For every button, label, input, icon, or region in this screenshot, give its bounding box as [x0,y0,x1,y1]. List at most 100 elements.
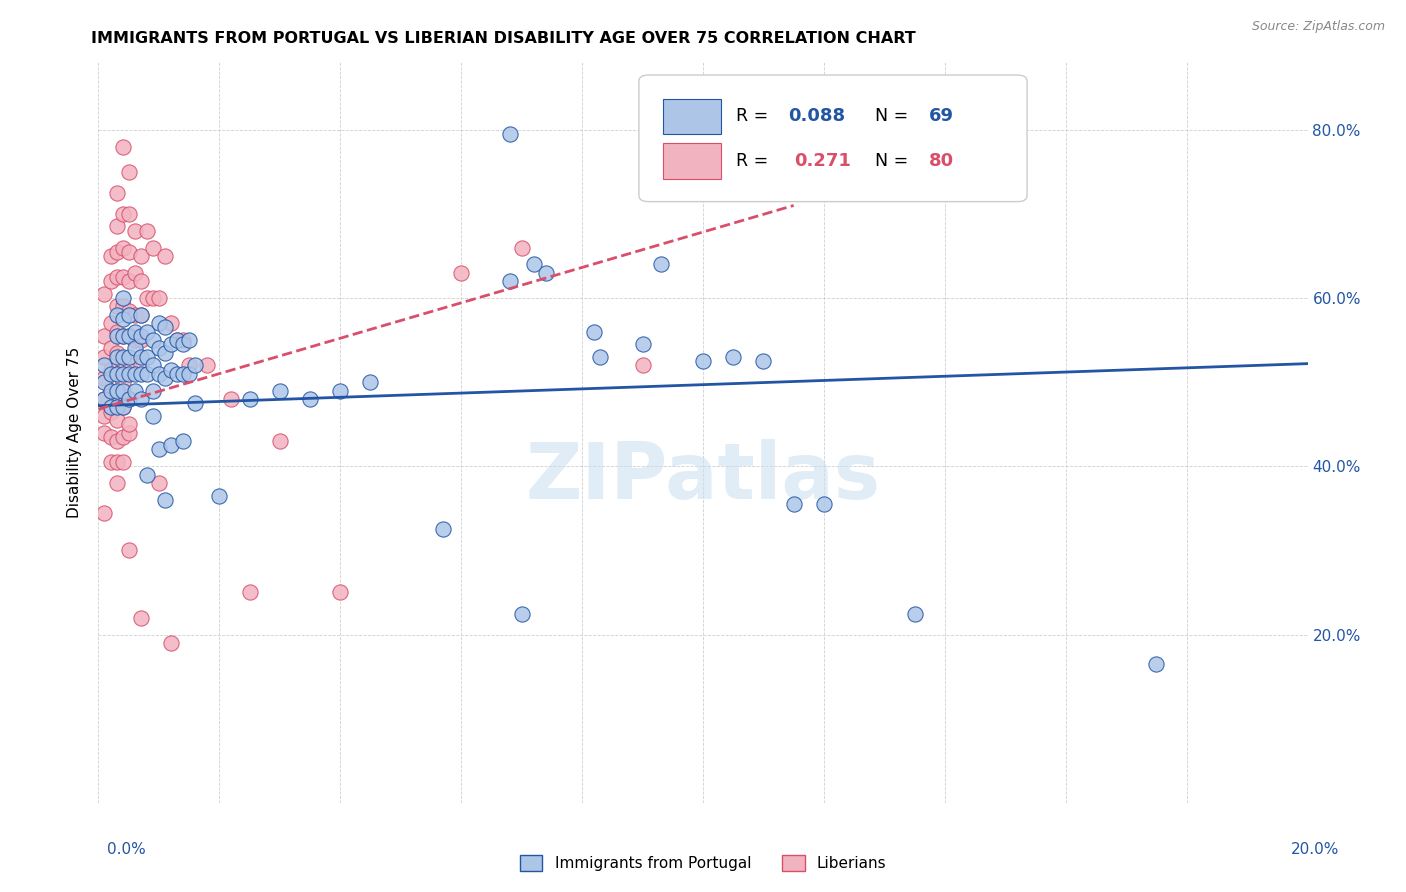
Point [166,333,188,347]
FancyBboxPatch shape [664,99,721,135]
Point [118,165,141,179]
Point [111,300,134,314]
Point [105,384,128,398]
Point [105,367,128,381]
Point [269,434,291,448]
Point [105,219,128,234]
Point [160,438,183,452]
Point [111,329,134,343]
Text: ZIPatlas: ZIPatlas [526,439,880,515]
Point [118,425,141,440]
Point [148,476,170,491]
Point [129,329,152,343]
Point [184,359,207,373]
Point [118,392,141,406]
Point [105,401,128,415]
Point [93,286,115,301]
Text: 0.088: 0.088 [787,108,845,126]
Point [105,455,128,469]
Point [135,224,157,238]
Point [166,333,188,347]
Point [111,139,134,153]
Point [100,430,122,444]
Point [172,337,194,351]
Point [135,367,157,381]
Point [498,274,520,288]
Point [160,316,183,330]
Point [100,401,122,415]
Point [239,585,262,599]
Point [118,274,141,288]
Text: N =: N = [875,108,914,126]
Point [208,489,231,503]
Point [129,392,152,406]
Point [100,274,122,288]
Point [111,375,134,389]
Point [160,337,183,351]
Y-axis label: Disability Age Over 75: Disability Age Over 75 [67,347,83,518]
Point [93,375,115,389]
Point [148,316,170,330]
Point [124,333,146,347]
Point [650,257,672,271]
Point [153,492,176,507]
Text: 20.0%: 20.0% [1291,842,1339,856]
Point [135,350,157,364]
Point [105,388,128,402]
Point [129,308,152,322]
Point [153,345,176,359]
Point [534,266,557,280]
Point [153,249,176,263]
Point [360,375,382,389]
Point [692,354,714,368]
Point [105,413,128,427]
Point [239,392,262,406]
Text: R =: R = [735,108,773,126]
Point [124,367,146,381]
Point [752,354,775,368]
Point [111,384,134,398]
Text: IMMIGRANTS FROM PORTUGAL VS LIBERIAN DISABILITY AGE OVER 75 CORRELATION CHART: IMMIGRANTS FROM PORTUGAL VS LIBERIAN DIS… [91,31,917,46]
Point [111,401,134,415]
Point [111,430,134,444]
Point [118,303,141,318]
Point [148,442,170,457]
Point [160,362,183,376]
Point [118,329,141,343]
Point [105,476,128,491]
Point [111,350,134,364]
Point [93,409,115,423]
Point [118,207,141,221]
Point [124,308,146,322]
Point [142,291,165,305]
Point [723,350,745,364]
Point [105,186,128,200]
Point [124,224,146,238]
Point [111,291,134,305]
Point [105,244,128,259]
Point [118,367,141,381]
Point [172,333,194,347]
Point [142,333,165,347]
Point [118,417,141,432]
Point [1144,657,1167,671]
Point [100,342,122,356]
Point [129,359,152,373]
Point [142,409,165,423]
Point [111,240,134,255]
Point [184,396,207,410]
Point [105,434,128,448]
Point [269,384,291,398]
Point [583,325,606,339]
Point [93,392,115,406]
Point [129,610,152,624]
Point [631,359,654,373]
Point [142,359,165,373]
Point [111,312,134,326]
Point [124,342,146,356]
Point [118,244,141,259]
Point [105,367,128,381]
Text: 0.0%: 0.0% [107,842,146,856]
Point [148,367,170,381]
Point [100,367,122,381]
